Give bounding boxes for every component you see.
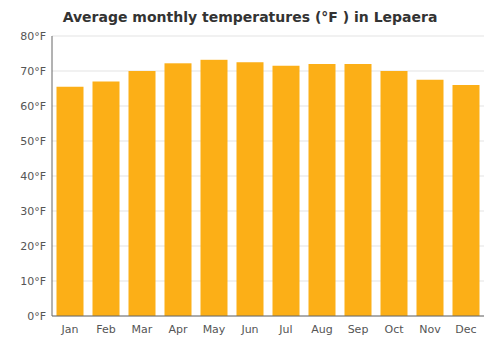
chart-title: Average monthly temperatures (°F ) in Le… (63, 9, 438, 25)
x-tick-label: Aug (311, 323, 332, 336)
chart-container: Average monthly temperatures (°F ) in Le… (0, 0, 500, 350)
x-tick-label: Jun (240, 323, 258, 336)
x-tick-label: Oct (384, 323, 404, 336)
bar (417, 80, 444, 316)
x-axis: Jan Feb Mar Apr May Jun Jul Aug Sep Oct Nov Dec (52, 36, 484, 336)
y-tick-label: 60°F (20, 100, 46, 113)
y-tick-label: 50°F (20, 135, 46, 148)
bar (165, 63, 192, 316)
x-tick-label: Jan (61, 323, 79, 336)
x-tick-label: Jul (278, 323, 292, 336)
bar (273, 66, 300, 316)
y-axis-line (52, 36, 53, 316)
x-tick-label: Nov (419, 323, 441, 336)
bar (201, 60, 228, 316)
bars (57, 60, 480, 316)
x-tick-label: Feb (96, 323, 115, 336)
bar (93, 82, 120, 317)
x-tick-label: Mar (132, 323, 153, 336)
y-tick-label: 20°F (20, 240, 46, 253)
chart-svg: Average monthly temperatures (°F ) in Le… (0, 0, 500, 350)
bar (129, 71, 156, 316)
y-axis: 0°F 10°F 20°F 30°F 40°F 50°F 60°F 70°F 80°F (20, 30, 46, 323)
y-tick-label: 80°F (20, 30, 46, 43)
y-tick-label: 10°F (20, 275, 46, 288)
grid (52, 36, 484, 316)
y-tick-label: 30°F (20, 205, 46, 218)
y-tick-label: 0°F (27, 310, 46, 323)
grid-line (52, 71, 484, 72)
x-axis-line (52, 316, 484, 317)
bar (237, 62, 264, 316)
bar (309, 64, 336, 316)
bar (381, 71, 408, 316)
x-tick-label: Apr (168, 323, 188, 336)
x-tick-label: Dec (455, 323, 476, 336)
x-tick-label: Sep (348, 323, 369, 336)
y-tick-label: 40°F (20, 170, 46, 183)
bar (57, 87, 84, 316)
x-tick-label: May (203, 323, 226, 336)
y-tick-label: 70°F (20, 65, 46, 78)
bar (453, 85, 480, 316)
bar (345, 64, 372, 316)
grid-line (52, 316, 484, 317)
grid-line (52, 36, 484, 37)
